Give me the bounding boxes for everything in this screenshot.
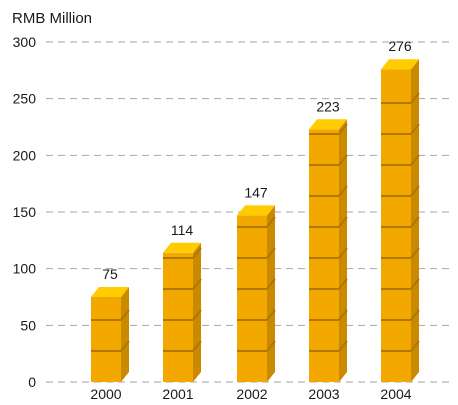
data-labels: 75 114 147 223 276 [102,38,412,282]
bar-seam [410,92,420,104]
bar-top-2003 [309,119,347,130]
y-tick-label-150: 150 [13,204,37,220]
y-axis-unit-label: RMB Million [12,10,92,27]
bar-top-2002 [237,205,275,216]
y-tick-label-250: 250 [13,91,37,107]
bar-front-2003 [309,129,339,382]
x-tick-label-2000: 2000 [90,386,121,402]
bar-seam [410,340,420,352]
bar-seam [338,123,348,135]
bar-seam [192,340,202,352]
data-label-2000: 75 [102,266,118,282]
bar-front-2002 [237,215,267,382]
bar-2002 [237,205,276,382]
bar-seam [266,309,276,321]
y-tick-label-0: 0 [28,374,36,390]
bar-seam [410,185,420,197]
bars [91,59,420,383]
bar-seam [266,278,276,290]
y-tick-label-100: 100 [13,261,37,277]
bar-side-2002 [267,205,275,382]
bar-2001 [163,242,202,382]
bar-seam [410,309,420,321]
bar-top-2000 [91,287,129,297]
data-label-2004: 276 [388,38,412,54]
data-label-2003: 223 [316,98,340,114]
bar-front-2001 [163,252,193,382]
bar-seam [338,216,348,228]
x-tick-label-2001: 2001 [162,386,193,402]
y-tick-label-200: 200 [13,147,37,163]
bar-2003 [309,119,348,383]
y-tick-label-300: 300 [13,34,37,50]
bar-seam [410,247,420,259]
x-axis-ticks: 2000 2001 2002 2003 2004 [90,386,411,402]
bar-seam [338,247,348,259]
bar-side-2000 [121,287,129,382]
bar-seam [266,247,276,259]
bar-seam [410,123,420,135]
bar-seam [338,309,348,321]
bar-seam [192,309,202,321]
bar-seam [410,278,420,290]
bar-seam [266,216,276,228]
x-tick-label-2004: 2004 [380,386,411,402]
bar-seam [410,216,420,228]
bar-seam [266,340,276,352]
bar-front-2004 [381,69,411,382]
bar-top-2004 [381,59,419,70]
data-label-2002: 147 [244,184,268,200]
x-tick-label-2003: 2003 [308,386,339,402]
bar-seam [192,247,202,259]
bar-front-2000 [91,297,121,382]
bar-seam [192,278,202,290]
bar-seam [338,154,348,166]
x-tick-label-2002: 2002 [236,386,267,402]
bar-top-2001 [163,242,201,253]
y-axis-ticks: 0 50 100 150 200 250 300 [13,34,37,390]
bar-2004 [381,59,420,382]
bar-seam [338,185,348,197]
bar-seam [410,154,420,166]
bar-seam [120,309,130,321]
data-label-2001: 114 [171,222,194,238]
bar-seam [120,340,130,352]
y-tick-label-50: 50 [20,317,36,333]
bar-2000 [91,287,130,382]
bar-seam [338,278,348,290]
bar-seam [338,340,348,352]
